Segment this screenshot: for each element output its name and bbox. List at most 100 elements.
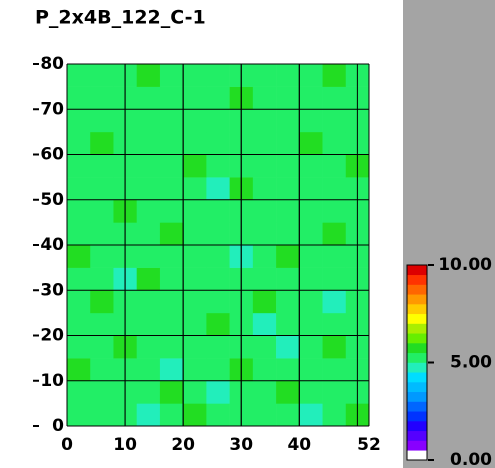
heat-cell: [159, 64, 184, 87]
y-tick-label: 80: [40, 54, 64, 74]
heat-cell: [206, 222, 230, 246]
chart-title: P_2x4B_122_C-1: [35, 7, 206, 29]
heat-cell: [136, 312, 161, 336]
heat-cell: [136, 245, 161, 268]
heat-cell: [276, 64, 300, 87]
x-tick-label: 0: [61, 435, 73, 455]
heat-cell: [322, 222, 347, 246]
colorbar-swatch: [407, 333, 427, 344]
heat-cell: [276, 199, 300, 223]
heat-cell: [299, 86, 323, 110]
heat-cell: [276, 335, 300, 359]
heat-cell: [183, 380, 207, 404]
heat-cell: [276, 154, 300, 178]
heat-cell: [299, 64, 323, 87]
colorbar-tick-label: 5.00: [450, 353, 492, 373]
heat-cell: [252, 380, 277, 404]
heat-cell: [67, 222, 91, 246]
heat-cell: [159, 312, 184, 336]
heat-cell: [183, 358, 207, 382]
heat-cell: [90, 64, 114, 87]
heat-cell: [322, 290, 347, 314]
y-tick-label: 0: [52, 416, 64, 436]
heat-cell: [183, 154, 207, 178]
heat-cell: [67, 380, 91, 404]
heat-cell: [183, 177, 207, 201]
heat-cell: [252, 403, 277, 427]
heat-cell: [276, 380, 300, 404]
heat-cell: [252, 358, 277, 382]
colorbar-swatch: [407, 352, 427, 363]
heat-cell: [183, 222, 207, 246]
heat-cell: [90, 222, 114, 246]
heat-cell: [322, 177, 347, 201]
heat-cell: [183, 131, 207, 155]
heat-cell: [276, 177, 300, 201]
heat-cell: [252, 131, 277, 155]
heat-cell: [183, 64, 207, 87]
x-tick-label: 40: [287, 435, 311, 455]
heat-cell: [136, 154, 161, 178]
heat-cell: [159, 199, 184, 223]
heat-cell: [136, 403, 161, 427]
colorbar-swatch: [407, 343, 427, 354]
heat-cell: [183, 109, 207, 133]
heat-cell: [206, 335, 230, 359]
heat-cell: [252, 312, 277, 336]
y-tick-label: 20: [40, 326, 64, 346]
colorbar-tick-label: 0.00: [450, 450, 492, 468]
heat-cell: [159, 267, 184, 291]
colorbar-swatch: [407, 391, 427, 402]
heat-cell: [276, 109, 300, 133]
heat-cell: [159, 109, 184, 133]
heat-cell: [252, 64, 277, 87]
heat-cell: [206, 312, 230, 336]
heat-cell: [206, 290, 230, 314]
colorbar-swatch: [407, 284, 427, 295]
heat-cell: [90, 290, 114, 314]
heat-cell: [299, 380, 323, 404]
heat-cell: [183, 290, 207, 314]
heat-cell: [252, 222, 277, 246]
heat-cell: [252, 290, 277, 314]
y-tick-label: 70: [40, 99, 64, 119]
heat-cell: [252, 245, 277, 268]
heat-cell: [159, 358, 184, 382]
heat-cell: [206, 109, 230, 133]
heat-cell: [67, 177, 91, 201]
heat-cell: [206, 177, 230, 201]
heat-cell: [299, 245, 323, 268]
heat-cell: [136, 86, 161, 110]
heat-cell: [322, 358, 347, 382]
colorbar-swatch: [407, 382, 427, 393]
heat-cell: [299, 358, 323, 382]
heat-cell: [206, 86, 230, 110]
colorbar-swatch: [407, 421, 427, 432]
heat-cell: [183, 86, 207, 110]
heat-cell: [90, 312, 114, 336]
x-tick-label: 20: [171, 435, 195, 455]
heat-cell: [299, 177, 323, 201]
heat-cell: [206, 380, 230, 404]
heat-cell: [90, 86, 114, 110]
heat-cell: [299, 335, 323, 359]
heat-cell: [90, 358, 114, 382]
colorbar-swatch: [407, 440, 427, 451]
heat-cell: [252, 154, 277, 178]
heat-cell: [183, 245, 207, 268]
colorbar-frame: [406, 264, 428, 461]
heat-cell: [136, 109, 161, 133]
y-tick-label: 40: [40, 235, 64, 255]
heat-cell: [206, 199, 230, 223]
colorbar-swatch: [407, 294, 427, 305]
heat-cell: [322, 312, 347, 336]
heat-cell: [159, 177, 184, 201]
colorbar-swatch: [407, 274, 427, 285]
heat-cell: [67, 267, 91, 291]
heat-cell: [90, 245, 114, 268]
heat-cell: [183, 403, 207, 427]
colorbar-swatch: [407, 313, 427, 324]
colorbar-swatch: [407, 411, 427, 422]
heat-cell: [322, 109, 347, 133]
